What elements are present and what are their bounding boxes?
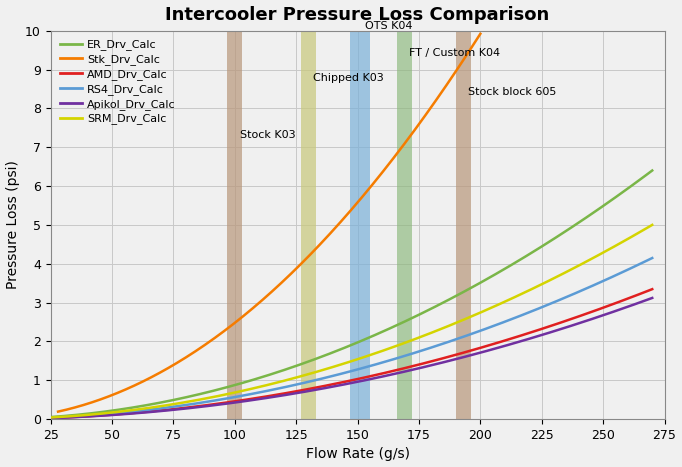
Y-axis label: Pressure Loss (psi): Pressure Loss (psi) xyxy=(5,161,20,290)
Bar xyxy=(456,31,471,419)
Text: Stock block 605: Stock block 605 xyxy=(468,87,557,97)
Bar xyxy=(397,31,412,419)
Text: Stock K03: Stock K03 xyxy=(240,129,295,140)
Legend: ER_Drv_Calc, Stk_Drv_Calc, AMD_Drv_Calc, RS4_Drv_Calc, Apikol_Drv_Calc, SRM_Drv_: ER_Drv_Calc, Stk_Drv_Calc, AMD_Drv_Calc,… xyxy=(56,36,179,128)
Text: FT / Custom K04: FT / Custom K04 xyxy=(409,48,501,58)
Text: OTS K04: OTS K04 xyxy=(365,21,413,31)
Text: Chipped K03: Chipped K03 xyxy=(314,73,384,83)
X-axis label: Flow Rate (g/s): Flow Rate (g/s) xyxy=(306,447,410,461)
Bar xyxy=(228,31,242,419)
Title: Intercooler Pressure Loss Comparison: Intercooler Pressure Loss Comparison xyxy=(166,6,550,23)
Bar xyxy=(351,31,370,419)
Bar xyxy=(301,31,316,419)
